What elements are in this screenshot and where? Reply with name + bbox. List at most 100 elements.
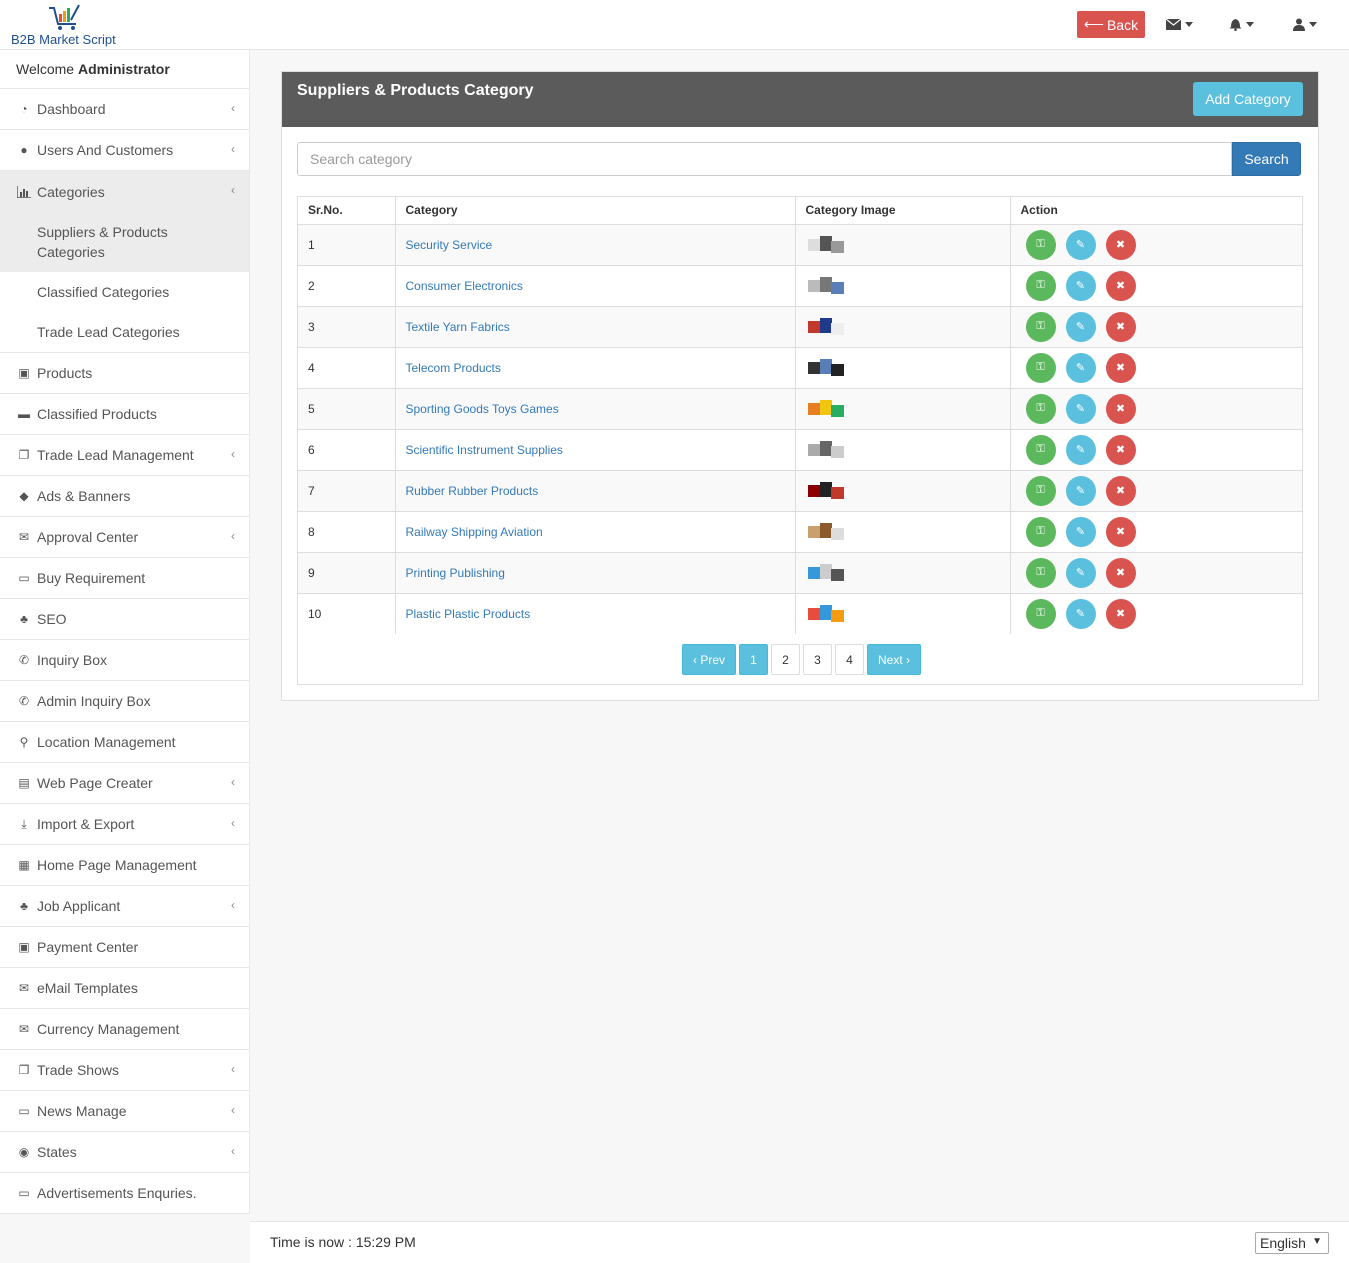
cell-category: Consumer Electronics <box>395 264 796 306</box>
page-button-4[interactable]: 4 <box>835 644 865 675</box>
submenu-trade-lead-categories[interactable]: Trade Lead Categories <box>0 312 249 352</box>
close-icon[interactable]: ✖ <box>1105 229 1136 260</box>
next-page-button[interactable]: Next › <box>867 644 922 675</box>
category-thumbnail[interactable] <box>806 233 846 257</box>
key-icon[interactable]: ⚿ <box>1025 270 1056 301</box>
cell-srno: 3 <box>298 305 396 347</box>
sidebar-item-home-page-management[interactable]: ▦ Home Page Management <box>0 845 249 886</box>
key-icon[interactable]: ⚿ <box>1025 516 1056 547</box>
key-icon[interactable]: ⚿ <box>1025 352 1056 383</box>
category-link[interactable]: Printing Publishing <box>405 565 505 580</box>
sidebar-item-import-export[interactable]: ⤓ Import & Export ‹ <box>0 804 249 845</box>
search-row: Search <box>297 142 1302 176</box>
edit-icon[interactable]: ✎ <box>1065 516 1096 547</box>
sidebar-item-approval-center[interactable]: ✉ Approval Center ‹ <box>0 517 249 558</box>
sidebar-item-seo[interactable]: ♣ SEO <box>0 599 249 640</box>
key-icon[interactable]: ⚿ <box>1025 434 1056 465</box>
copy-icon: ❐ <box>18 1063 30 1077</box>
category-thumbnail[interactable] <box>806 274 846 298</box>
edit-icon[interactable]: ✎ <box>1065 475 1096 506</box>
sidebar-item-job-applicant[interactable]: ♣ Job Applicant ‹ <box>0 886 249 927</box>
key-icon[interactable]: ⚿ <box>1025 229 1056 260</box>
category-thumbnail[interactable] <box>806 438 846 462</box>
messages-dropdown[interactable] <box>1166 13 1193 35</box>
sidebar-item-classified-products[interactable]: ▬ Classified Products <box>0 394 249 435</box>
close-icon[interactable]: ✖ <box>1105 311 1136 342</box>
page-button-1[interactable]: 1 <box>739 644 769 675</box>
category-link[interactable]: Rubber Rubber Products <box>405 483 539 498</box>
sidebar-item-news-manage[interactable]: ▭ News Manage ‹ <box>0 1091 249 1132</box>
notifications-dropdown[interactable] <box>1229 13 1254 35</box>
category-link[interactable]: Plastic Plastic Products <box>405 606 531 621</box>
sidebar-item-trade-lead-management[interactable]: ❐ Trade Lead Management ‹ <box>0 435 249 476</box>
edit-icon[interactable]: ✎ <box>1065 434 1096 465</box>
close-icon[interactable]: ✖ <box>1105 516 1136 547</box>
category-thumbnail[interactable] <box>806 561 846 585</box>
search-input[interactable] <box>297 142 1232 176</box>
sidebar-item-trade-shows[interactable]: ❐ Trade Shows ‹ <box>0 1050 249 1091</box>
close-icon[interactable]: ✖ <box>1105 557 1136 588</box>
edit-icon[interactable]: ✎ <box>1065 229 1096 260</box>
sidebar-item-dashboard[interactable]: ◔ Dashboard ‹ <box>0 89 249 130</box>
sidebar-item-categories[interactable]: Categories ‹ <box>0 171 249 212</box>
sidebar-item-inquiry-box[interactable]: ✆ Inquiry Box <box>0 640 249 681</box>
logo-text: B2B Market Script <box>11 32 116 47</box>
key-icon[interactable]: ⚿ <box>1025 475 1056 506</box>
sidebar-item-states[interactable]: ◉ States ‹ <box>0 1132 249 1173</box>
add-category-button[interactable]: Add Category <box>1193 82 1303 116</box>
sidebar-item-advertisements-enquries[interactable]: ▭ Advertisements Enquries. <box>0 1173 249 1214</box>
category-thumbnail[interactable] <box>806 479 846 503</box>
sidebar-item-buy-requirement[interactable]: ▭ Buy Requirement <box>0 558 249 599</box>
key-icon[interactable]: ⚿ <box>1025 393 1056 424</box>
language-select[interactable]: English ▼ <box>1255 1232 1329 1254</box>
sidebar-item-currency-management[interactable]: ✉ Currency Management <box>0 1009 249 1050</box>
sidebar-item-web-page-creater[interactable]: ▤ Web Page Creater ‹ <box>0 763 249 804</box>
key-icon[interactable]: ⚿ <box>1025 311 1056 342</box>
sidebar-item-location-management[interactable]: ⚲ Location Management <box>0 722 249 763</box>
edit-icon[interactable]: ✎ <box>1065 557 1096 588</box>
cell-srno: 2 <box>298 264 396 306</box>
close-icon[interactable]: ✖ <box>1105 352 1136 383</box>
category-thumbnail[interactable] <box>806 602 846 626</box>
submenu-classified-categories[interactable]: Classified Categories <box>0 272 249 312</box>
close-icon[interactable]: ✖ <box>1105 434 1136 465</box>
edit-icon[interactable]: ✎ <box>1065 311 1096 342</box>
category-link[interactable]: Textile Yarn Fabrics <box>405 319 510 334</box>
page-button-2[interactable]: 2 <box>771 644 801 675</box>
close-icon[interactable]: ✖ <box>1105 475 1136 506</box>
sidebar-item-admin-inquiry-box[interactable]: ✆ Admin Inquiry Box <box>0 681 249 722</box>
sidebar-item-users-and-customers[interactable]: ● Users And Customers ‹ <box>0 130 249 171</box>
close-icon[interactable]: ✖ <box>1105 598 1136 629</box>
cell-srno: 1 <box>298 223 396 265</box>
key-icon[interactable]: ⚿ <box>1025 557 1056 588</box>
back-button[interactable]: ⟵ Back <box>1077 11 1145 38</box>
category-link[interactable]: Telecom Products <box>405 360 501 375</box>
category-thumbnail[interactable] <box>806 397 846 421</box>
category-link[interactable]: Railway Shipping Aviation <box>405 524 543 539</box>
category-thumbnail[interactable] <box>806 356 846 380</box>
close-icon[interactable]: ✖ <box>1105 393 1136 424</box>
category-link[interactable]: Consumer Electronics <box>405 278 523 293</box>
cell-image <box>795 387 1011 429</box>
category-link[interactable]: Sporting Goods Toys Games <box>405 401 559 416</box>
category-link[interactable]: Security Service <box>405 237 493 252</box>
prev-page-button[interactable]: ‹ Prev <box>682 644 737 675</box>
category-thumbnail[interactable] <box>806 315 846 339</box>
submenu-suppliers-products-categories[interactable]: Suppliers & Products Categories <box>0 212 249 272</box>
category-thumbnail[interactable] <box>806 520 846 544</box>
key-icon[interactable]: ⚿ <box>1025 598 1056 629</box>
sidebar-item-payment-center[interactable]: ▣ Payment Center <box>0 927 249 968</box>
edit-icon[interactable]: ✎ <box>1065 352 1096 383</box>
edit-icon[interactable]: ✎ <box>1065 393 1096 424</box>
sidebar-item-ads-banners[interactable]: ◆ Ads & Banners <box>0 476 249 517</box>
sidebar-item-email-templates[interactable]: ✉ eMail Templates <box>0 968 249 1009</box>
category-link[interactable]: Scientific Instrument Supplies <box>405 442 563 457</box>
edit-icon[interactable]: ✎ <box>1065 598 1096 629</box>
sidebar-item-products[interactable]: ▣ Products <box>0 353 249 394</box>
search-button[interactable]: Search <box>1232 142 1301 176</box>
close-icon[interactable]: ✖ <box>1105 270 1136 301</box>
edit-icon[interactable]: ✎ <box>1065 270 1096 301</box>
page-button-3[interactable]: 3 <box>803 644 833 675</box>
user-dropdown[interactable] <box>1293 13 1317 35</box>
logo[interactable]: B2B Market Script <box>10 4 120 48</box>
